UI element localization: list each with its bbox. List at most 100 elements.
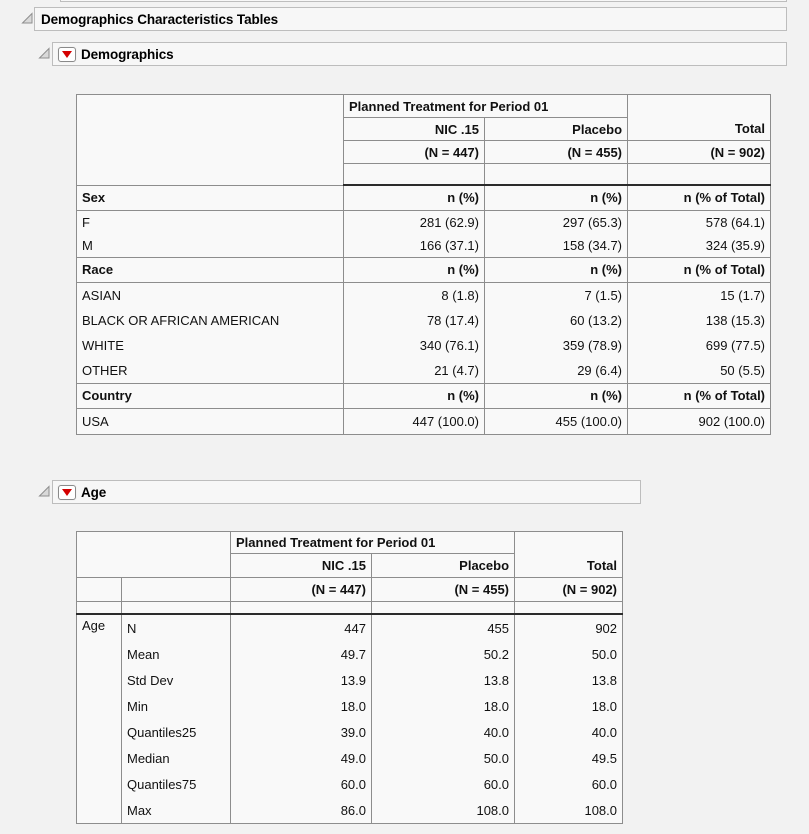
table-row: Max 86.0 108.0 108.0 (77, 797, 624, 824)
section-title-demographics: Demographics (81, 46, 174, 62)
disclosure-open-icon (38, 47, 50, 59)
table-row: Quantiles75 60.0 60.0 60.0 (77, 771, 624, 797)
row-label: Max (121, 797, 231, 824)
root-title: Demographics Characteristics Tables (41, 11, 279, 27)
table-row-spanner: Planned Treatment for Period 01 (76, 94, 772, 186)
row-label: Min (121, 693, 231, 719)
row-value: 359 (78.9) (483, 332, 629, 358)
table-row: BLACK OR AFRICAN AMERICAN 78 (17.4) 60 (… (76, 307, 772, 333)
row-value: 50.0 (370, 745, 516, 771)
column-n-1: (N = 455) (483, 140, 629, 164)
table-row: Mean 49.7 50.2 50.0 (77, 641, 624, 667)
disclosure-triangle-age[interactable] (38, 485, 51, 498)
row-label: Median (121, 745, 231, 771)
header-spacer-0 (343, 163, 485, 186)
row-value: 324 (35.9) (627, 233, 772, 258)
column-label-2: Total (514, 553, 624, 578)
row-value: 108.0 (514, 797, 624, 824)
age-table: Planned Treatment for Period 01 NIC .15 … (76, 531, 624, 824)
row-value: 60.0 (370, 771, 516, 797)
group-stat-header-sex-1: n (%) (483, 184, 629, 211)
column-label-1: Placebo (370, 553, 516, 578)
row-value: 902 (100.0) (627, 407, 772, 435)
group-stat-header-country-1: n (%) (483, 382, 629, 409)
demographics-table: Planned Treatment for Period 01 NIC .15 … (76, 94, 772, 435)
group-stat-header-country-2: n (% of Total) (627, 382, 772, 409)
outliner-stub-top (60, 0, 787, 2)
row-value: 297 (65.3) (483, 209, 629, 234)
row-label: F (76, 209, 344, 234)
red-triangle-glyph (62, 488, 72, 496)
outliner-root[interactable]: Demographics Characteristics Tables (34, 7, 787, 31)
group-stat-header-race-2: n (% of Total) (627, 256, 772, 283)
row-value: 13.8 (514, 667, 624, 693)
section-title-age: Age (81, 484, 107, 500)
row-value: 15 (1.7) (627, 281, 772, 308)
row-value: 108.0 (370, 797, 516, 824)
disclosure-open-icon (38, 485, 50, 497)
disclosure-triangle-demographics[interactable] (38, 47, 51, 60)
row-value: 18.0 (230, 693, 372, 719)
row-value: 7 (1.5) (483, 281, 629, 308)
group-name-race: Race (76, 256, 344, 283)
row-value: 50 (5.5) (627, 357, 772, 384)
table-row: USA 447 (100.0) 455 (100.0) 902 (100.0) (76, 407, 772, 435)
table-row: M 166 (37.1) 158 (34.7) 324 (35.9) (76, 233, 772, 258)
header-spacer-1 (483, 163, 629, 186)
row-value: 60.0 (230, 771, 372, 797)
row-value: 281 (62.9) (343, 209, 485, 234)
red-triangle-icon-demographics[interactable] (58, 46, 76, 62)
header-spacer-2 (627, 163, 772, 186)
spanner-filler (627, 94, 772, 118)
table-row-group-header: Race n (%) n (%) n (% of Total) (76, 256, 772, 283)
row-label: Quantiles75 (121, 771, 231, 797)
table-row: Std Dev 13.9 13.8 13.8 (77, 667, 624, 693)
table-row: WHITE 340 (76.1) 359 (78.9) 699 (77.5) (76, 332, 772, 358)
row-value: 40.0 (370, 719, 516, 745)
row-value: 13.8 (370, 667, 516, 693)
disclosure-triangle-root[interactable] (21, 12, 34, 25)
row-value: 29 (6.4) (483, 357, 629, 384)
red-triangle-icon-age[interactable] (58, 484, 76, 500)
group-stat-header-sex-2: n (% of Total) (627, 184, 772, 211)
row-label: Quantiles25 (121, 719, 231, 745)
column-spanner-label: Planned Treatment for Period 01 (229, 531, 516, 554)
column-label-0: NIC .15 (230, 553, 372, 578)
table-row-column-n: (N = 447) (N = 455) (N = 902) (76, 577, 624, 602)
row-value: 49.7 (230, 641, 372, 667)
column-n-0: (N = 447) (343, 140, 485, 164)
group-name-sex: Sex (76, 184, 344, 211)
outliner-demographics[interactable]: Demographics (52, 42, 787, 66)
column-n-1: (N = 455) (370, 577, 516, 602)
column-label-0: NIC .15 (343, 117, 485, 141)
row-value: 78 (17.4) (343, 307, 485, 333)
row-value: 578 (64.1) (627, 209, 772, 234)
column-label-1: Placebo (483, 117, 629, 141)
corner-cell (76, 94, 344, 186)
row-group-label-age: Age (76, 613, 122, 824)
outliner-age[interactable]: Age (52, 480, 641, 504)
table-row-group-header: Sex n (%) n (%) n (% of Total) (76, 184, 772, 211)
row-label: OTHER (76, 357, 344, 384)
row-value: 18.0 (514, 693, 624, 719)
group-name-country: Country (76, 382, 344, 409)
table-row-header-spacer (77, 163, 772, 186)
table-row-column-n: (N = 447) (N = 455) (N = 902) (77, 140, 772, 164)
table-row: Age N 447 455 902 (76, 613, 624, 824)
column-n-2: (N = 902) (514, 577, 624, 602)
table-row-header-spacer (76, 601, 624, 615)
row-value: 40.0 (514, 719, 624, 745)
row-label: N (121, 613, 231, 641)
row-value: 49.0 (230, 745, 372, 771)
spanner-filler (514, 531, 624, 554)
red-triangle-glyph (62, 50, 72, 58)
table-row: OTHER 21 (4.7) 29 (6.4) 50 (5.5) (76, 357, 772, 384)
row-value: 50.0 (514, 641, 624, 667)
row-label: USA (76, 407, 344, 435)
row-value: 49.5 (514, 745, 624, 771)
table-row-spanner: Planned Treatment for Period 01 (76, 531, 624, 578)
group-stat-header-sex-0: n (%) (343, 184, 485, 211)
row-value: 447 (100.0) (343, 407, 485, 435)
group-stat-header-race-1: n (%) (483, 256, 629, 283)
row-value: 8 (1.8) (343, 281, 485, 308)
